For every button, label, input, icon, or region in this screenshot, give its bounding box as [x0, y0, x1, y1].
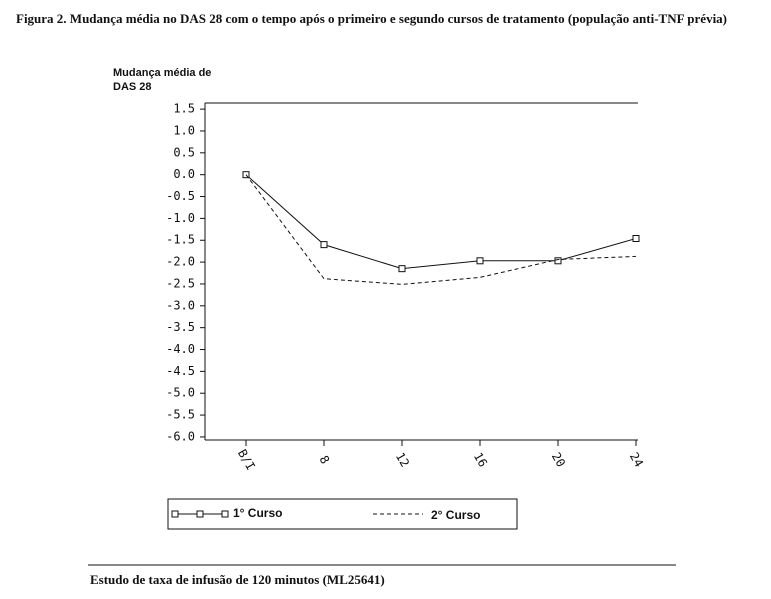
legend-label: 1° Curso [233, 506, 282, 520]
x-tick-label: 12 [393, 450, 412, 470]
data-point [476, 257, 484, 265]
y-tick-label: -4.5 [166, 364, 195, 378]
legend-label: 2° Curso [431, 508, 480, 522]
y-tick-label: 1.0 [173, 123, 195, 137]
x-tick-label: 24 [627, 450, 646, 470]
y-tick-label: 1.5 [173, 102, 195, 116]
y-tick-label: -5.5 [166, 408, 195, 422]
x-tick-label: 16 [471, 450, 490, 470]
x-tick-label: B/I [235, 447, 258, 473]
legend-marker [196, 510, 204, 518]
x-tick-label: 8 [317, 453, 333, 466]
figure-title: Figura 2. Mudança média no DAS 28 com o … [16, 11, 728, 26]
y-tick-label: -1.5 [166, 233, 195, 247]
data-point [554, 257, 562, 265]
data-point [398, 265, 406, 273]
series-line [245, 174, 637, 270]
y-tick-label: 0.5 [173, 145, 195, 159]
legend-box [167, 498, 518, 530]
y-tick-label: -1.0 [166, 211, 195, 225]
data-point [320, 241, 328, 249]
y-tick-label: -4.0 [166, 342, 195, 356]
y-tick-label: 0.0 [173, 167, 195, 181]
x-tick-label: 20 [549, 450, 568, 470]
y-axis-title: DAS 28 [113, 81, 152, 93]
y-tick-label: -3.0 [166, 298, 195, 312]
y-tick-label: -5.0 [166, 386, 195, 400]
legend-marker [171, 510, 179, 518]
data-point [632, 234, 640, 242]
y-tick-label: -2.5 [166, 276, 195, 290]
footer-text: Estudo de taxa de infusão de 120 minutos… [90, 572, 385, 587]
y-axis-title: Mudança média de [113, 67, 211, 79]
y-tick-label: -6.0 [166, 429, 195, 443]
y-tick-label: -3.5 [166, 320, 195, 334]
legend-marker [221, 510, 229, 518]
y-tick-label: -2.0 [166, 255, 195, 269]
series-line [245, 174, 637, 285]
y-tick-label: -0.5 [166, 189, 195, 203]
